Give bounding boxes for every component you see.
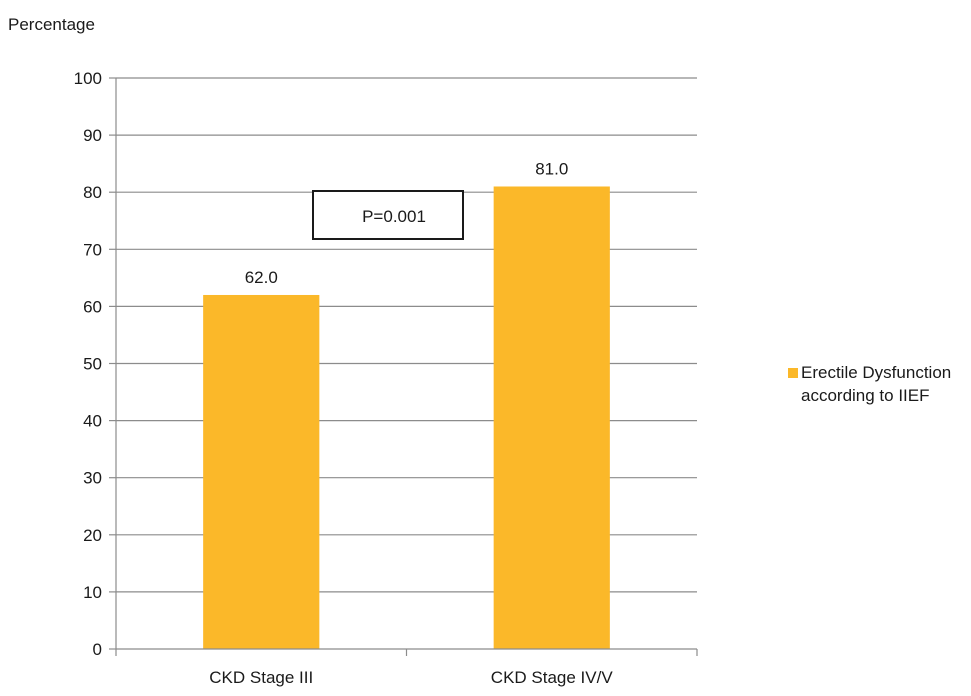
y-tick-label-80: 80 [83,183,102,202]
y-tick-label-40: 40 [83,412,102,431]
y-tick-label-60: 60 [83,297,102,316]
y-tick-label-100: 100 [74,69,102,88]
p-value-text: P=0.001 [362,207,426,226]
y-tick-label-30: 30 [83,469,102,488]
y-tick-label-10: 10 [83,583,102,602]
category-label-1: CKD Stage IV/V [491,668,614,687]
y-axis-label: Percentage [8,15,95,34]
category-label-0: CKD Stage III [209,668,313,687]
y-tick-label-50: 50 [83,355,102,374]
p-value-annotation: P=0.001 [312,190,464,240]
legend-swatch [788,368,798,378]
legend-label-line-1: Erectile Dysfunction [801,363,951,382]
p-value-box [312,190,464,240]
y-tick-label-20: 20 [83,526,102,545]
y-tick-label-0: 0 [93,640,102,659]
bar-1 [493,186,610,650]
y-tick-label-90: 90 [83,126,102,145]
legend-label-line-2: according to IIEF [801,386,930,405]
data-label-1: 81.0 [535,159,568,178]
x-axis: CKD Stage III CKD Stage IV/V [115,648,698,687]
bar-0 [203,294,320,649]
legend: Erectile Dysfunction according to IIEF [788,363,951,405]
bars: 62.0 81.0 [203,159,610,650]
y-axis-ticks: 0 10 20 30 40 50 60 70 80 90 100 [74,69,117,659]
data-label-0: 62.0 [245,268,278,287]
y-tick-label-70: 70 [83,240,102,259]
